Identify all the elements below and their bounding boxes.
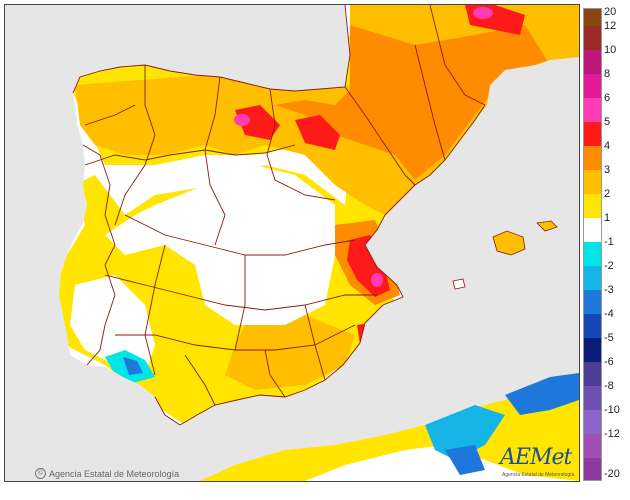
legend-label: -8 <box>604 380 614 392</box>
legend-label: 2 <box>604 188 611 200</box>
portugal-border <box>82 144 116 366</box>
legend-label: 4 <box>604 140 611 152</box>
legend-label: -12 <box>604 428 620 440</box>
legend-swatch <box>583 170 602 194</box>
legend-label: -20 <box>604 468 620 480</box>
anomaly-zone-3-4-ne <box>275 25 550 180</box>
copyright-text: Agencia Estatal de Meteorología <box>49 468 180 479</box>
anomaly-zone-neutral-sw <box>70 275 155 375</box>
legend-label: 1 <box>604 212 611 224</box>
legend-swatch <box>583 458 602 481</box>
legend-label: 20 <box>604 6 617 18</box>
balearic-menorca <box>536 220 558 232</box>
temperature-anomaly-map <box>5 5 579 481</box>
anomaly-zone-3-4-nw <box>100 85 185 120</box>
legend-label: -6 <box>604 356 614 368</box>
legend-swatch <box>583 314 602 338</box>
color-legend: 20 12 10 8 6 5 4 3 2 1 -1 -2 -3 -4 -5 -6 -8 -10 -12 -20 <box>583 6 627 481</box>
map-frame: © Agencia Estatal de Meteorología AEMet … <box>4 4 580 482</box>
legend-label: 12 <box>604 20 617 32</box>
anomaly-core-2 <box>371 273 383 287</box>
legend-label: -10 <box>604 404 620 416</box>
legend-swatch <box>583 8 602 27</box>
legend-label: -3 <box>604 284 614 296</box>
legend-swatch <box>583 242 602 266</box>
north-africa <box>200 375 579 481</box>
legend-swatch <box>583 122 602 146</box>
legend-swatch <box>583 50 602 74</box>
legend-swatch <box>583 362 602 386</box>
balearic-ibiza <box>452 278 466 290</box>
anomaly-core-1 <box>234 114 250 126</box>
legend-swatch <box>583 386 602 410</box>
legend-swatch <box>583 218 602 242</box>
anomaly-hotspot-navarra <box>295 115 340 150</box>
legend-swatch <box>583 98 602 122</box>
legend-label: -2 <box>604 260 614 272</box>
balearic-mallorca <box>492 230 526 256</box>
north-africa-cool-3 <box>445 445 485 475</box>
anomaly-core-3 <box>473 7 493 19</box>
legend-label: 10 <box>604 44 617 56</box>
legend-label: 3 <box>604 164 611 176</box>
legend-label: -1 <box>604 236 614 248</box>
north-africa-neutral <box>305 445 579 481</box>
legend-swatch <box>583 410 602 434</box>
legend-swatch <box>583 290 602 314</box>
north-africa-cool-2 <box>505 373 579 415</box>
legend-label: 5 <box>604 116 611 128</box>
anomaly-cool-cadiz-core <box>123 357 143 375</box>
legend-swatch <box>583 266 602 290</box>
north-africa-cool-1 <box>425 405 505 460</box>
legend-swatch <box>583 74 602 98</box>
aemet-logo-wordmark: AEMet <box>500 445 572 470</box>
copyright-icon: © <box>35 468 46 479</box>
aemet-logo-subtitle: Agencia Estatal de Meteorología <box>502 472 575 478</box>
legend-label: -4 <box>604 308 614 320</box>
legend-label: 6 <box>604 92 611 104</box>
legend-swatch <box>583 194 602 218</box>
regional-borders <box>72 5 486 426</box>
anomaly-zone-2-3-west <box>125 245 205 315</box>
anomaly-zone-neutral-centre <box>105 165 335 325</box>
anomaly-hotspot-rioja <box>235 105 280 140</box>
aemet-logo: AEMet Agencia Estatal de Meteorología <box>500 445 579 481</box>
legend-swatch <box>583 338 602 362</box>
legend-label: 8 <box>604 68 611 80</box>
legend-swatch <box>583 434 602 458</box>
legend-label: -5 <box>604 332 614 344</box>
copyright-notice: © Agencia Estatal de Meteorología <box>35 468 179 479</box>
legend-swatch <box>583 146 602 170</box>
legend-swatch <box>583 26 602 50</box>
